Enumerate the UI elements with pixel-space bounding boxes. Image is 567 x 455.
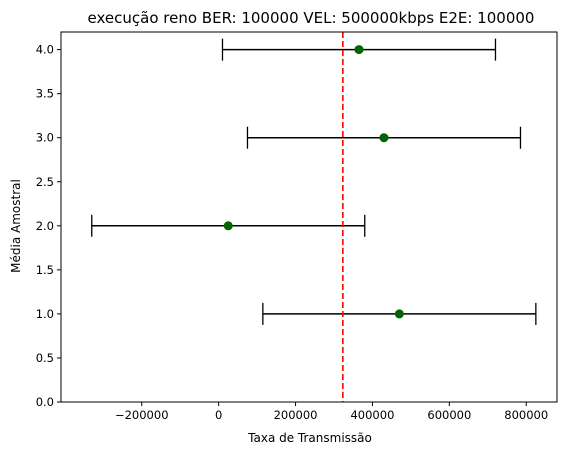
y-tick-label: 4.0	[36, 43, 54, 57]
data-point	[354, 45, 364, 55]
y-tick-label: 3.0	[36, 131, 54, 145]
x-axis-label: Taxa de Transmissão	[247, 431, 372, 445]
x-tick-label: 600000	[427, 408, 471, 422]
y-tick-label: 2.5	[36, 175, 54, 189]
x-tick-label: 0	[215, 408, 222, 422]
y-tick-label: 1.5	[36, 263, 54, 277]
y-tick-label: 0.5	[36, 351, 54, 365]
y-tick-label: 1.0	[36, 307, 54, 321]
axes-frame	[60, 31, 558, 403]
plot-area	[91, 32, 537, 402]
y-tick-label: 2.0	[36, 219, 54, 233]
data-point	[394, 309, 404, 319]
y-tick-label: 0.0	[36, 395, 54, 409]
y-axis-label: Média Amostral	[9, 179, 23, 273]
x-tick-label: 800000	[504, 408, 548, 422]
x-tick-label: −200000	[115, 408, 169, 422]
data-point	[223, 221, 233, 231]
x-tick-label: 400000	[350, 408, 394, 422]
y-tick-label: 3.5	[36, 87, 54, 101]
x-tick-label: 200000	[274, 408, 318, 422]
data-point	[379, 133, 389, 143]
chart-title: execução reno BER: 100000 VEL: 500000kbp…	[88, 9, 535, 27]
